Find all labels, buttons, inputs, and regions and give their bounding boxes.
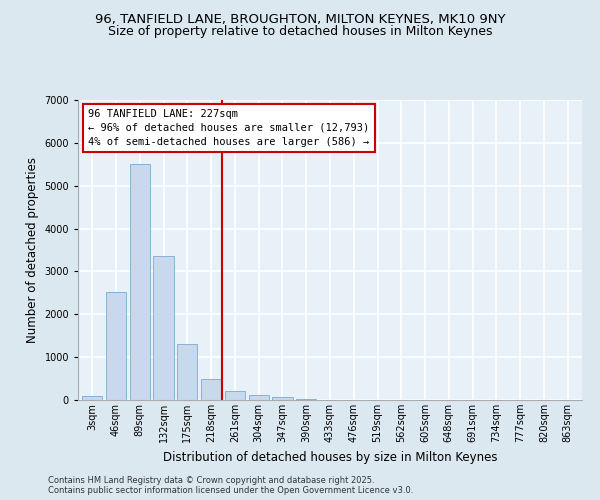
Bar [177,344,197,400]
Bar [82,396,103,400]
Y-axis label: Number of detached properties: Number of detached properties [26,157,39,343]
Text: 96, TANFIELD LANE, BROUGHTON, MILTON KEYNES, MK10 9NY: 96, TANFIELD LANE, BROUGHTON, MILTON KEY… [95,12,505,26]
Text: Contains HM Land Registry data © Crown copyright and database right 2025.: Contains HM Land Registry data © Crown c… [48,476,374,485]
Bar [154,256,173,400]
Bar [201,378,221,400]
Text: 96 TANFIELD LANE: 227sqm
← 96% of detached houses are smaller (12,793)
4% of sem: 96 TANFIELD LANE: 227sqm ← 96% of detach… [88,109,370,147]
Bar [272,398,293,400]
Bar [296,398,316,400]
Text: Size of property relative to detached houses in Milton Keynes: Size of property relative to detached ho… [108,25,492,38]
Bar [130,164,150,400]
Bar [248,396,269,400]
Bar [106,292,126,400]
Bar [225,390,245,400]
X-axis label: Distribution of detached houses by size in Milton Keynes: Distribution of detached houses by size … [163,450,497,464]
Text: Contains public sector information licensed under the Open Government Licence v3: Contains public sector information licen… [48,486,413,495]
